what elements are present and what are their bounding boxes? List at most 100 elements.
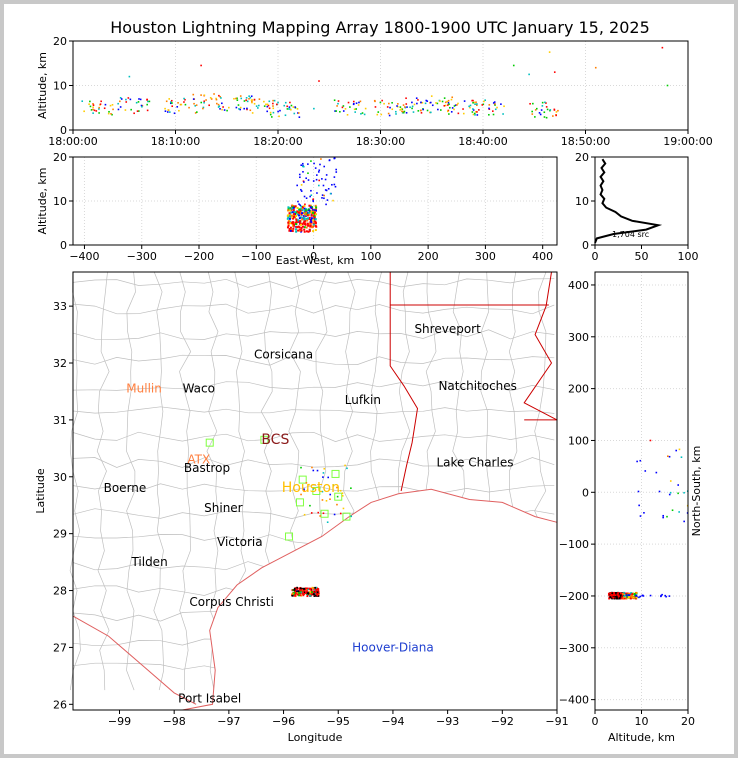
ns-source-point [613,592,616,595]
time-source-point [92,106,94,109]
plan-source-point [316,591,319,594]
plan-source-point [291,589,294,592]
ew-source-point [333,157,336,160]
ns-source-point [633,592,636,595]
ew-source-point [303,218,306,221]
time-source-point [251,100,253,103]
time-source-point [399,109,402,111]
time-source-point [177,102,179,104]
ns-source-point [643,511,645,514]
plan-source-point [298,587,301,590]
ew-source-point [321,194,324,196]
time-source-point [342,110,345,112]
time-source-point [476,103,478,105]
plan-source-point [306,590,309,592]
time-source-point [476,114,479,116]
longitude-tick-label: −92 [491,715,514,728]
time-source-point [472,108,474,110]
ew-source-point [314,229,317,232]
plan-source-point [339,489,342,492]
time-source-point [296,108,299,110]
time-source-point [492,110,494,112]
ew-source-point [292,223,295,226]
plan-source-point [300,594,303,597]
time-source-point [381,99,383,102]
ns-source-point [631,594,634,597]
plan-source-point [314,588,317,590]
plan-source-point [303,490,305,492]
time-source-point [405,103,408,105]
plan-source-point [310,590,313,592]
ew-source-point [310,217,313,220]
time-source-point [288,106,291,108]
time-source-point [469,106,471,109]
time-source-point [128,75,131,78]
time-source-point [544,101,546,104]
ew-source-point [287,216,290,219]
time-source-point [271,116,273,118]
time-source-point [337,102,339,105]
time-source-point [237,104,240,106]
ew-source-point [305,230,308,233]
time-source-point [171,102,173,104]
ns-alt-axis-xtick-label: 20 [681,715,695,728]
ew-source-point [312,210,315,213]
time-source-point [337,100,340,102]
time-source-point [451,96,454,99]
ns-source-point [619,597,622,600]
time-source-point [472,99,474,102]
time-source-point [215,98,218,101]
lma-station-marker [295,498,304,507]
plan-source-point [332,484,335,487]
ew-source-point [305,177,307,180]
ns-source-point [626,596,629,599]
time-source-point [555,111,558,113]
time-source-point [215,97,217,100]
plan-view-panel-border [72,271,558,711]
time-source-point [553,71,556,73]
city-label: Waco [183,382,215,396]
lma-station-marker [298,475,307,484]
time-source-point [107,112,110,115]
ew-source-point [303,205,306,208]
plan-source-point [302,591,304,594]
plan-source-point [316,469,319,472]
ns-source-point [619,592,622,595]
time-source-point [439,100,441,102]
time-source-point [535,107,538,110]
ew-alt-axis-ytick-label: 20 [53,151,67,164]
time-source-point [397,103,399,105]
time-source-point [363,113,366,116]
ew-axis-xtick-label: −100 [241,250,271,263]
ew-axis-xtick-label: 400 [532,250,553,263]
ns-source-point [630,593,633,596]
time-source-point [450,111,453,113]
plan-source-point [341,495,344,497]
ns-source-point [639,515,642,517]
time-source-point [258,104,260,107]
altitude-histogram-panel-border [594,156,689,246]
time-source-point [443,104,446,107]
ns-source-point [664,594,667,597]
time-source-point [538,112,541,114]
ew-source-point [299,229,302,232]
time-source-point [192,98,195,100]
ew-source-point [287,214,290,217]
ew-axis-xtick-label: −300 [127,250,157,263]
ew-source-point [296,184,298,187]
time-source-point [258,98,261,100]
time-source-point [120,98,123,100]
ew-source-point [300,164,303,167]
time-source-point [108,110,110,113]
ew-source-point [300,223,303,226]
ew-source-point [329,192,332,195]
time-source-point [488,113,490,116]
time-source-point [336,105,338,107]
time-axis-xtick-label: 18:50:00 [561,135,610,148]
time-source-point [529,102,531,105]
plan-source-point [311,591,314,594]
ew-source-point [305,213,308,216]
time-source-point [456,104,458,106]
ns-source-point [629,597,632,600]
ns-source-point [619,596,622,599]
